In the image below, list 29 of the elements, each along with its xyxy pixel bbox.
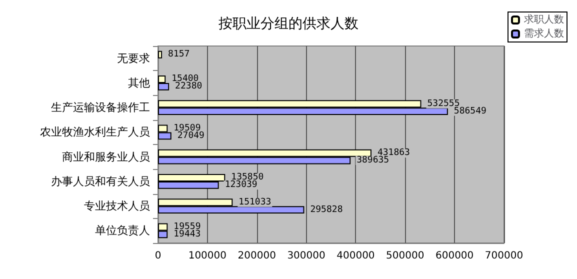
data-label: 19443 [174, 229, 201, 240]
bar [158, 50, 162, 58]
data-label: 27049 [177, 130, 204, 141]
x-tick-label: 600000 [435, 250, 474, 262]
data-label: 295828 [310, 204, 343, 215]
x-tick-label: 0 [154, 250, 162, 262]
y-tick-label: 农业牧渔水利生产人员 [40, 126, 150, 139]
y-tick-label: 办事人员和有关人员 [51, 174, 150, 188]
y-tick-label: 生产运输设备操作工 [51, 101, 150, 114]
data-label: 123039 [224, 180, 258, 190]
x-tick-label: 300000 [287, 250, 326, 262]
legend-label: 需求人数 [524, 28, 564, 40]
y-tick-label: 无要求 [117, 52, 150, 65]
chart-title: 按职业分组的供求人数 [218, 16, 358, 32]
y-tick-label: 专业技术人员 [84, 200, 150, 213]
data-label: 22380 [175, 82, 202, 92]
x-tick-label: 200000 [238, 250, 276, 262]
y-tick-label: 单位负责人 [95, 224, 150, 238]
x-tick-label: 100000 [188, 250, 227, 262]
data-label: 151033 [238, 197, 272, 208]
data-label: 586549 [454, 106, 486, 116]
data-label: 389635 [356, 156, 390, 166]
x-tick-label: 400000 [336, 250, 375, 262]
x-tick-label: 500000 [386, 250, 424, 262]
y-tick-label: 商业和服务业人员 [62, 150, 150, 164]
legend-label: 求职人数 [524, 14, 564, 26]
x-tick-label: 700000 [484, 250, 524, 262]
data-label: 8157 [168, 50, 190, 60]
y-tick-label: 其他 [128, 76, 150, 90]
